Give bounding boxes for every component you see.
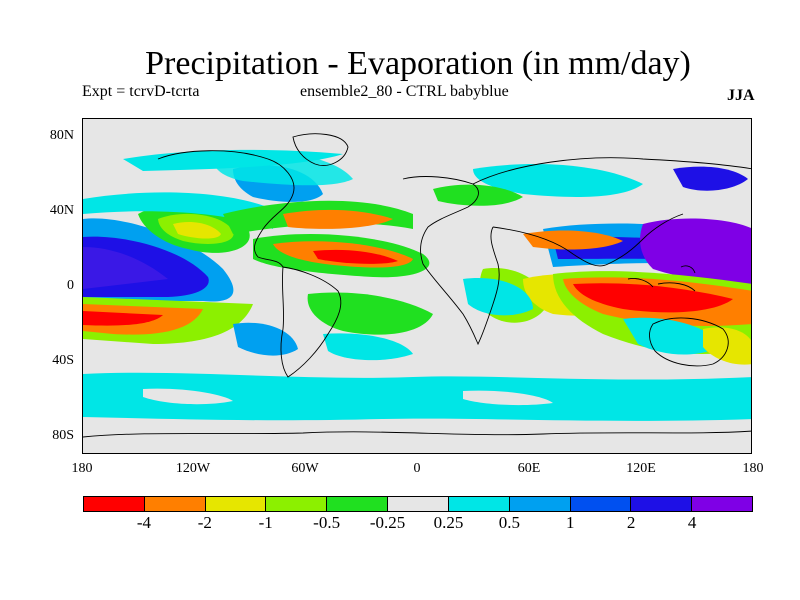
season-label: JJA bbox=[727, 87, 755, 104]
x-tick-label: 60W bbox=[291, 461, 319, 476]
colorbar-swatch bbox=[631, 497, 693, 511]
plot-title: Precipitation - Evaporation (in mm/day) bbox=[145, 45, 691, 82]
colorbar-swatch bbox=[84, 497, 145, 511]
y-tick-label: 0 bbox=[67, 278, 74, 293]
field-satlantic-green bbox=[307, 292, 433, 335]
colorbar-label: -0.5 bbox=[313, 513, 341, 532]
colorbar-label: -4 bbox=[136, 513, 151, 532]
field-npacific-cyan bbox=[83, 192, 273, 229]
y-tick-label: 80N bbox=[49, 128, 74, 143]
coastlines bbox=[83, 133, 751, 438]
field-nasia-blue bbox=[673, 166, 748, 191]
colorbar-swatch bbox=[509, 497, 571, 511]
map-panel bbox=[82, 118, 752, 454]
x-tick-label: 120W bbox=[175, 461, 211, 476]
field-indian-cyan bbox=[463, 278, 533, 316]
colorbar-swatch bbox=[570, 497, 632, 511]
field-maritime-red bbox=[573, 283, 733, 313]
field-wpacific-wet bbox=[640, 218, 751, 289]
colorbar-swatch bbox=[692, 497, 752, 511]
colorbar bbox=[83, 496, 753, 512]
field-satlantic-cyan bbox=[323, 333, 413, 361]
y-tick-label: 80S bbox=[52, 428, 74, 443]
x-tick-label: 180 bbox=[742, 461, 764, 476]
field-natlantic-orange bbox=[283, 209, 393, 229]
colorbar-label: 2 bbox=[626, 513, 636, 532]
map-field bbox=[83, 119, 751, 453]
experiment-label: Expt = tcrvD-tcrta bbox=[82, 83, 200, 100]
colorbar-label: 0.25 bbox=[433, 513, 464, 532]
field-samerica-wet bbox=[233, 322, 298, 356]
colorbar-label: 1 bbox=[566, 513, 575, 532]
x-tick-label: 60E bbox=[517, 461, 541, 476]
colorbar-label: -2 bbox=[197, 513, 212, 532]
colorbar-swatch bbox=[266, 497, 328, 511]
colorbar-label: 0.5 bbox=[498, 513, 520, 532]
field-atlantic-red bbox=[313, 249, 398, 264]
field-monsoon-green bbox=[523, 230, 623, 250]
ensemble-label: ensemble2_80 - CTRL babyblue bbox=[300, 83, 509, 100]
field-southern-band bbox=[83, 372, 751, 421]
colorbar-swatch bbox=[144, 497, 206, 511]
x-tick-label: 180 bbox=[71, 461, 93, 476]
colorbar-label: 4 bbox=[687, 513, 697, 532]
field-pacific-inner bbox=[83, 247, 168, 289]
x-tick-label: 120E bbox=[626, 461, 656, 476]
colorbar-swatch bbox=[327, 497, 389, 511]
x-tick-label: 0 bbox=[413, 461, 421, 476]
y-tick-label: 40S bbox=[52, 353, 74, 368]
colorbar-label: -0.25 bbox=[369, 513, 406, 532]
field-npacific-yellow bbox=[173, 222, 221, 239]
field-australia-cyan bbox=[623, 317, 723, 355]
field-arctic-cyan bbox=[123, 149, 343, 171]
field-southern-gaps bbox=[143, 388, 553, 406]
colorbar-swatch bbox=[448, 497, 510, 511]
field-nasia-cyan bbox=[473, 164, 643, 197]
field-spacific-red bbox=[83, 311, 163, 326]
field-australia-yellow bbox=[703, 327, 751, 365]
colorbar-label: -1 bbox=[258, 513, 273, 532]
colorbar-swatch bbox=[388, 497, 449, 511]
colorbar-swatch bbox=[205, 497, 267, 511]
y-tick-label: 40N bbox=[49, 203, 74, 218]
